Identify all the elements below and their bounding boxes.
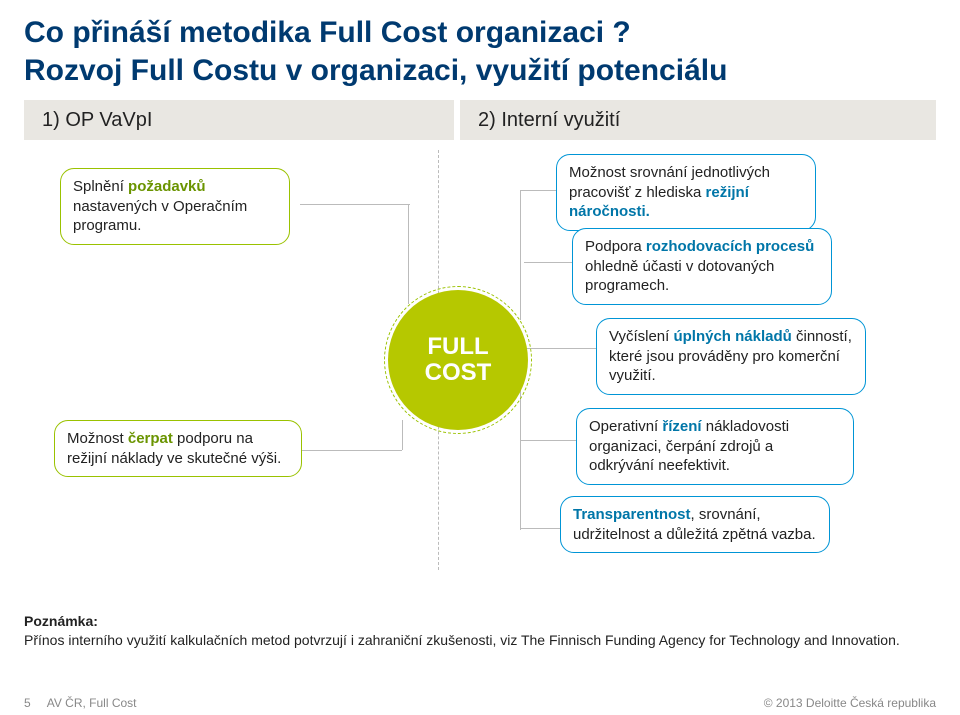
right-bubble: Možnost srovnání jednotlivých pracovišť …: [556, 154, 816, 231]
fullcost-node: FULLCOST: [388, 290, 528, 430]
slide-title: Co přináší metodika Full Cost organizaci…: [24, 14, 727, 89]
diagram-area: Splnění požadavků nastavených v Operační…: [0, 150, 960, 590]
header-left: 1) OP VaVpI: [24, 100, 454, 140]
right-bubble: Podpora rozhodovacích procesů ohledně úč…: [572, 228, 832, 305]
left-bubble: Možnost čerpat podporu na režijní náklad…: [54, 420, 302, 477]
conn: [408, 204, 409, 304]
conn: [520, 190, 560, 191]
slide: Co přináší metodika Full Cost organizaci…: [0, 0, 960, 715]
note-label: Poznámka:: [24, 613, 98, 629]
footer-left-text: AV ČR, Full Cost: [47, 696, 137, 710]
footer-right: © 2013 Deloitte Česká republika: [764, 696, 936, 710]
conn: [302, 450, 402, 451]
fullcost-label: FULLCOST: [388, 290, 528, 430]
left-bubble: Splnění požadavků nastavených v Operační…: [60, 168, 290, 245]
header-row: 1) OP VaVpI 2) Interní využití: [24, 100, 936, 140]
footer: 5 AV ČR, Full Cost © 2013 Deloitte Česká…: [0, 690, 960, 715]
right-bubble: Transparentnost, srovnání, udržitelnost …: [560, 496, 830, 553]
title-line2: Rozvoj Full Costu v organizaci, využití …: [24, 54, 727, 87]
conn: [300, 204, 410, 205]
conn: [524, 262, 574, 263]
right-bubble: Operativní řízení nákladovosti organizac…: [576, 408, 854, 485]
conn: [526, 348, 596, 349]
conn: [520, 528, 560, 529]
footer-left: 5 AV ČR, Full Cost: [24, 696, 137, 710]
note-text: Přínos interního využití kalkulačních me…: [24, 632, 900, 648]
footnote: Poznámka: Přínos interního využití kalku…: [24, 612, 936, 650]
right-bubble: Vyčíslení úplných nákladů činností, kter…: [596, 318, 866, 395]
title-line1: Co přináší metodika Full Cost organizaci…: [24, 16, 631, 49]
header-right: 2) Interní využití: [460, 100, 936, 140]
page-number: 5: [24, 696, 31, 710]
conn: [520, 440, 576, 441]
